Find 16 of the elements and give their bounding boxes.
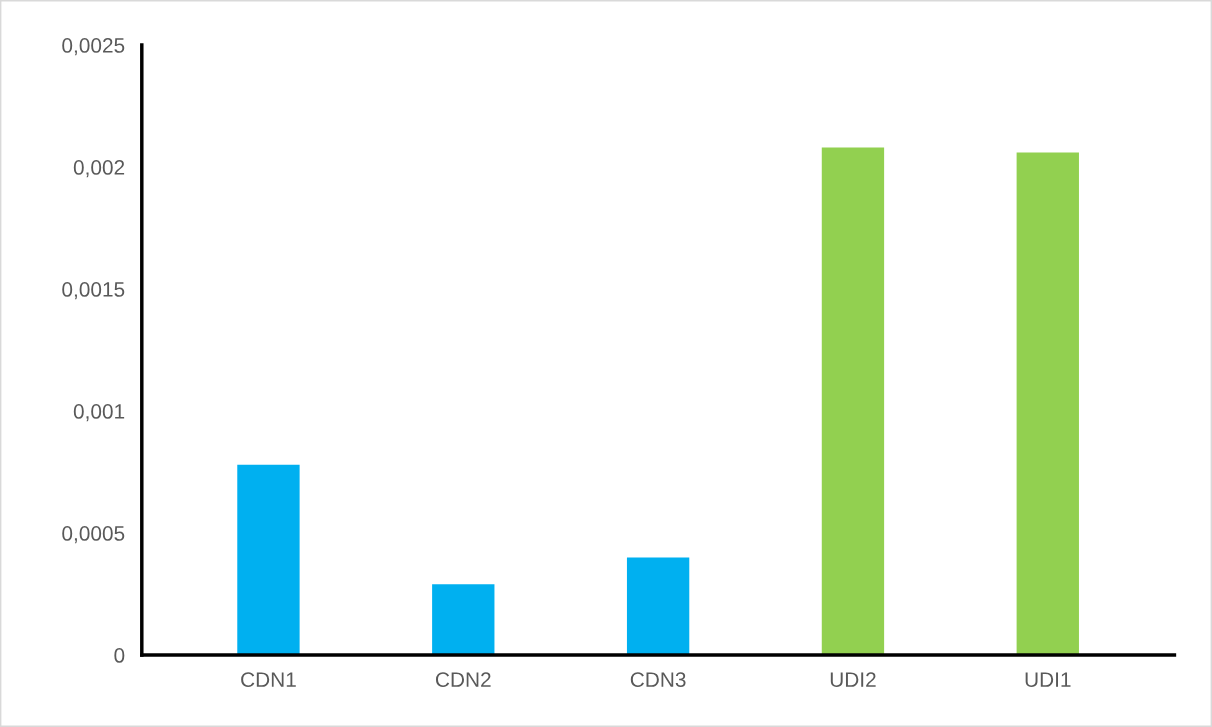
x-tick-label: CDN1	[241, 672, 296, 687]
y-tick-label: 0,001	[73, 404, 125, 422]
y-tick-label: 0,0025	[62, 38, 125, 56]
y-tick-label: 0	[114, 648, 125, 663]
y-tick-label: 0,0015	[62, 282, 125, 300]
y-tick-label: 0,0005	[62, 526, 125, 544]
bar	[821, 147, 885, 656]
x-tick-label: CDN3	[630, 672, 686, 687]
y-tick-label: 0,002	[73, 160, 125, 178]
x-tick-label: UDI1	[1025, 672, 1071, 687]
bar	[237, 464, 300, 656]
bar	[432, 584, 495, 656]
x-tick-label: UDI2	[830, 672, 876, 687]
x-tick-label: CDN2	[435, 672, 491, 687]
bar	[1016, 152, 1079, 656]
bar	[626, 557, 690, 656]
